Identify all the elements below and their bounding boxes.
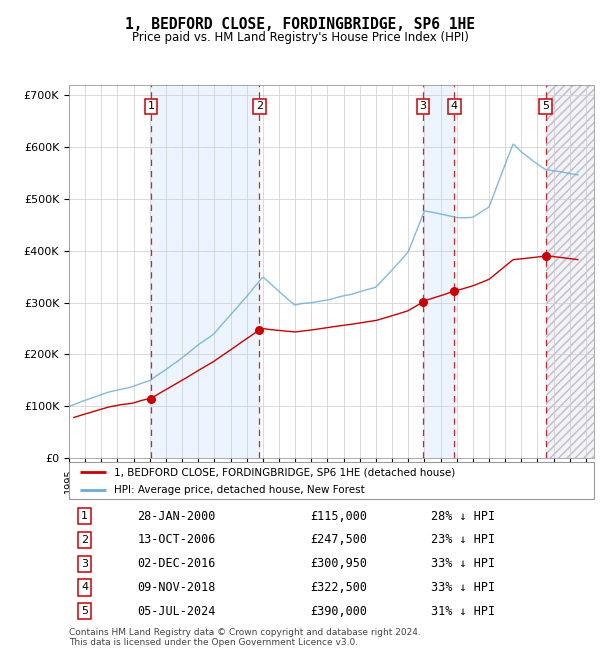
Text: 1, BEDFORD CLOSE, FORDINGBRIDGE, SP6 1HE: 1, BEDFORD CLOSE, FORDINGBRIDGE, SP6 1HE <box>125 17 475 32</box>
Text: 13-OCT-2006: 13-OCT-2006 <box>137 534 215 547</box>
Text: 23% ↓ HPI: 23% ↓ HPI <box>431 534 496 547</box>
FancyBboxPatch shape <box>69 462 594 499</box>
Text: 28% ↓ HPI: 28% ↓ HPI <box>431 510 496 523</box>
Text: £322,500: £322,500 <box>311 581 367 594</box>
Text: Price paid vs. HM Land Registry's House Price Index (HPI): Price paid vs. HM Land Registry's House … <box>131 31 469 44</box>
Text: 3: 3 <box>81 558 88 569</box>
Text: 2: 2 <box>81 535 88 545</box>
Text: £247,500: £247,500 <box>311 534 367 547</box>
Text: 5: 5 <box>81 606 88 616</box>
Text: 4: 4 <box>81 582 88 592</box>
Text: 1: 1 <box>81 511 88 521</box>
Bar <box>423 84 454 458</box>
Text: 2: 2 <box>256 101 263 111</box>
Text: 1, BEDFORD CLOSE, FORDINGBRIDGE, SP6 1HE (detached house): 1, BEDFORD CLOSE, FORDINGBRIDGE, SP6 1HE… <box>113 467 455 477</box>
Text: 31% ↓ HPI: 31% ↓ HPI <box>431 604 496 617</box>
Text: 02-DEC-2016: 02-DEC-2016 <box>137 557 215 570</box>
Text: 4: 4 <box>451 101 458 111</box>
Text: This data is licensed under the Open Government Licence v3.0.: This data is licensed under the Open Gov… <box>69 638 358 647</box>
Text: £115,000: £115,000 <box>311 510 367 523</box>
Text: 09-NOV-2018: 09-NOV-2018 <box>137 581 215 594</box>
Text: HPI: Average price, detached house, New Forest: HPI: Average price, detached house, New … <box>113 485 364 495</box>
Text: 28-JAN-2000: 28-JAN-2000 <box>137 510 215 523</box>
Text: 1: 1 <box>148 101 154 111</box>
Text: Contains HM Land Registry data © Crown copyright and database right 2024.: Contains HM Land Registry data © Crown c… <box>69 628 421 637</box>
Text: 05-JUL-2024: 05-JUL-2024 <box>137 604 215 617</box>
Text: 33% ↓ HPI: 33% ↓ HPI <box>431 581 496 594</box>
Bar <box>151 84 259 458</box>
Text: 33% ↓ HPI: 33% ↓ HPI <box>431 557 496 570</box>
Text: £300,950: £300,950 <box>311 557 367 570</box>
Text: £390,000: £390,000 <box>311 604 367 617</box>
Bar <box>545 84 594 458</box>
Text: 5: 5 <box>542 101 549 111</box>
Text: 3: 3 <box>419 101 427 111</box>
Bar <box>545 84 594 458</box>
